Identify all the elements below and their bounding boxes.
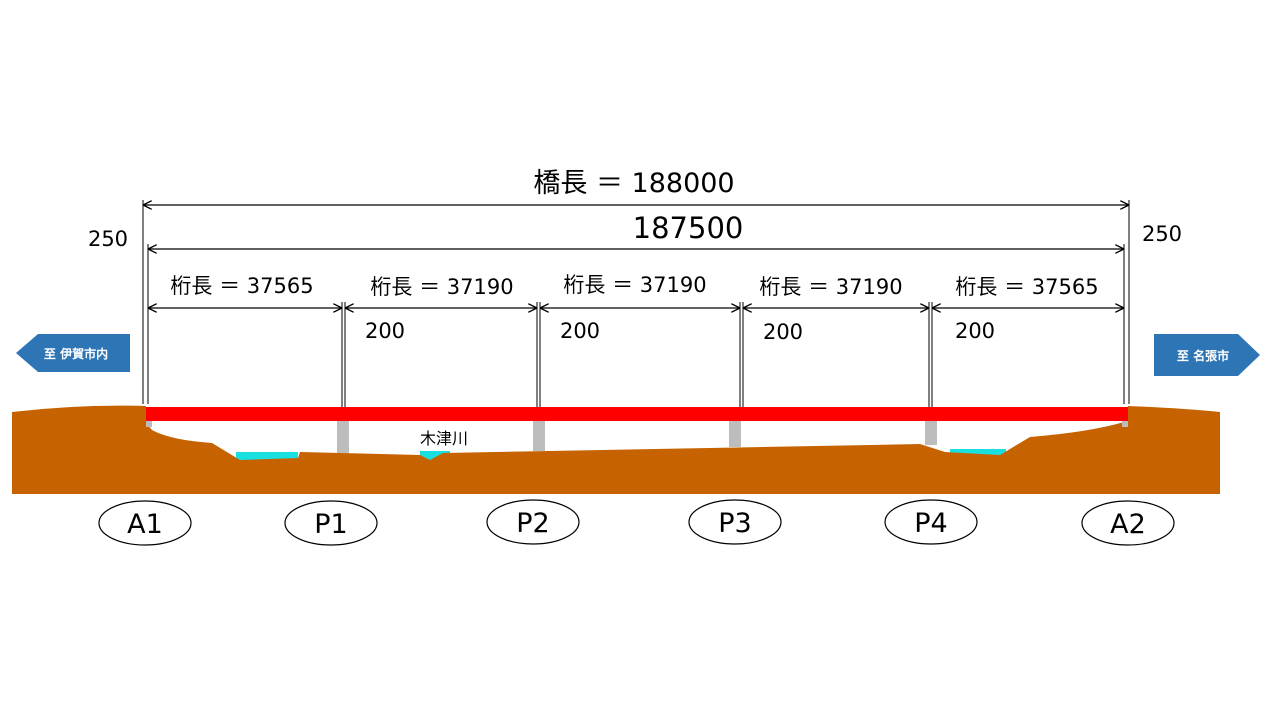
girder-length-label: 桁長 ＝ 37190 bbox=[759, 275, 902, 299]
abutment-a2 bbox=[1122, 421, 1128, 427]
river-label: 木津川 bbox=[420, 429, 468, 448]
gap-label: 200 bbox=[365, 319, 405, 343]
gap-label: 200 bbox=[763, 320, 803, 344]
girder-length-label: 桁長 ＝ 37565 bbox=[170, 274, 313, 298]
pier-column-p3 bbox=[729, 421, 741, 447]
girder-length-label: 桁長 ＝ 37190 bbox=[563, 273, 706, 297]
span-total-label: 187500 bbox=[633, 211, 744, 245]
pier-column-p2 bbox=[533, 421, 545, 451]
support-marker: P3 bbox=[688, 499, 782, 545]
right-edge-label: 250 bbox=[1142, 222, 1182, 246]
bridge-deck bbox=[146, 407, 1128, 421]
pier-columns bbox=[146, 421, 1128, 453]
girder-length-label: 桁長 ＝ 37565 bbox=[955, 275, 1098, 299]
direction-label-left: 至 伊賀市内 bbox=[44, 346, 108, 361]
girder-length-label: 桁長 ＝ 37190 bbox=[370, 275, 513, 299]
direction-arrow-left: 至 伊賀市内 bbox=[16, 334, 130, 372]
extension-lines bbox=[142, 200, 1130, 407]
abutment-a1 bbox=[146, 421, 152, 427]
bridge-length-label: 橋長 ＝ 188000 bbox=[533, 168, 734, 199]
direction-arrow-right: 至 名張市 bbox=[1154, 334, 1260, 376]
support-marker: P2 bbox=[486, 499, 580, 545]
support-label: P2 bbox=[516, 508, 549, 539]
support-label: P3 bbox=[718, 508, 751, 539]
support-label: A1 bbox=[127, 509, 163, 540]
support-marker: P1 bbox=[284, 500, 378, 546]
dimension-lines bbox=[144, 205, 1128, 308]
pier-column-p4 bbox=[925, 421, 937, 445]
pier-column-p1 bbox=[337, 421, 349, 453]
support-marker: A1 bbox=[98, 500, 192, 546]
gap-label: 200 bbox=[955, 319, 995, 343]
support-label: P4 bbox=[914, 508, 947, 539]
support-marker: P4 bbox=[884, 499, 978, 545]
support-label: P1 bbox=[314, 509, 347, 540]
direction-label-right: 至 名張市 bbox=[1177, 348, 1229, 363]
support-label: A2 bbox=[1110, 509, 1146, 540]
gap-label: 200 bbox=[560, 319, 600, 343]
support-marker: A2 bbox=[1081, 500, 1175, 546]
left-edge-label: 250 bbox=[88, 227, 128, 251]
ground-profile bbox=[12, 405, 1220, 494]
